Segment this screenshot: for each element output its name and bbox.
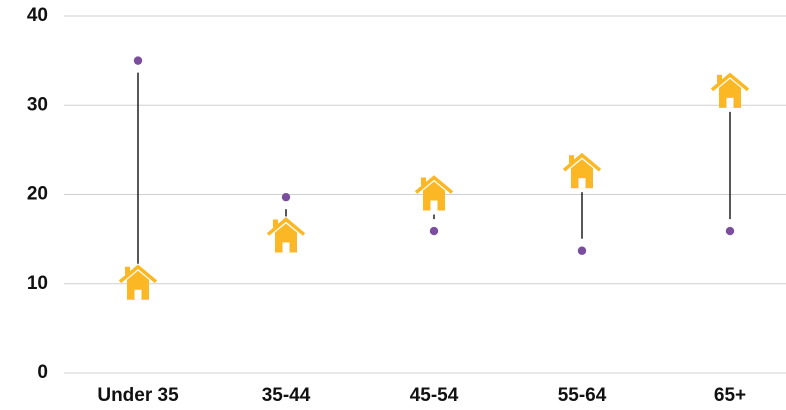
house-roof: [710, 72, 750, 92]
house-door: [430, 200, 438, 211]
house-marker: [562, 152, 602, 189]
house-body: [275, 223, 297, 253]
house-roof: [414, 175, 454, 194]
y-tick-label: 0: [37, 362, 48, 383]
house-body: [719, 78, 741, 108]
house-body: [127, 270, 149, 300]
house-chimney: [421, 177, 426, 186]
house-chimney: [273, 219, 278, 228]
house-roof: [118, 264, 158, 284]
house-marker: [414, 175, 454, 211]
house-marker: [266, 217, 306, 253]
house-door: [134, 289, 142, 300]
house-roof: [562, 152, 602, 172]
house-marker: [118, 264, 158, 300]
dot-marker: [577, 246, 587, 255]
house-chimney: [569, 155, 574, 164]
house-roof: [266, 217, 306, 236]
house-door: [282, 242, 290, 253]
y-tick-label: 20: [27, 184, 48, 205]
house-body: [571, 159, 593, 189]
y-tick-label: 30: [27, 94, 48, 115]
y-tick-label: 40: [27, 5, 48, 26]
house-chimney: [125, 266, 130, 275]
x-tick-label: 35-44: [262, 385, 311, 406]
house-chimney: [717, 74, 722, 83]
x-tick-label: 65+: [714, 385, 746, 406]
y-tick-label: 10: [27, 273, 48, 294]
house-door: [726, 97, 734, 108]
dot-marker: [725, 226, 735, 236]
x-tick-label: 55-64: [558, 385, 607, 406]
dot-marker: [281, 192, 291, 202]
house-body: [423, 181, 445, 211]
house-marker: [710, 72, 750, 108]
dot-marker: [429, 226, 439, 236]
house-door: [578, 178, 586, 189]
x-tick-label: 45-54: [410, 385, 459, 406]
dot-marker: [133, 56, 143, 65]
x-tick-label: Under 35: [97, 385, 179, 406]
